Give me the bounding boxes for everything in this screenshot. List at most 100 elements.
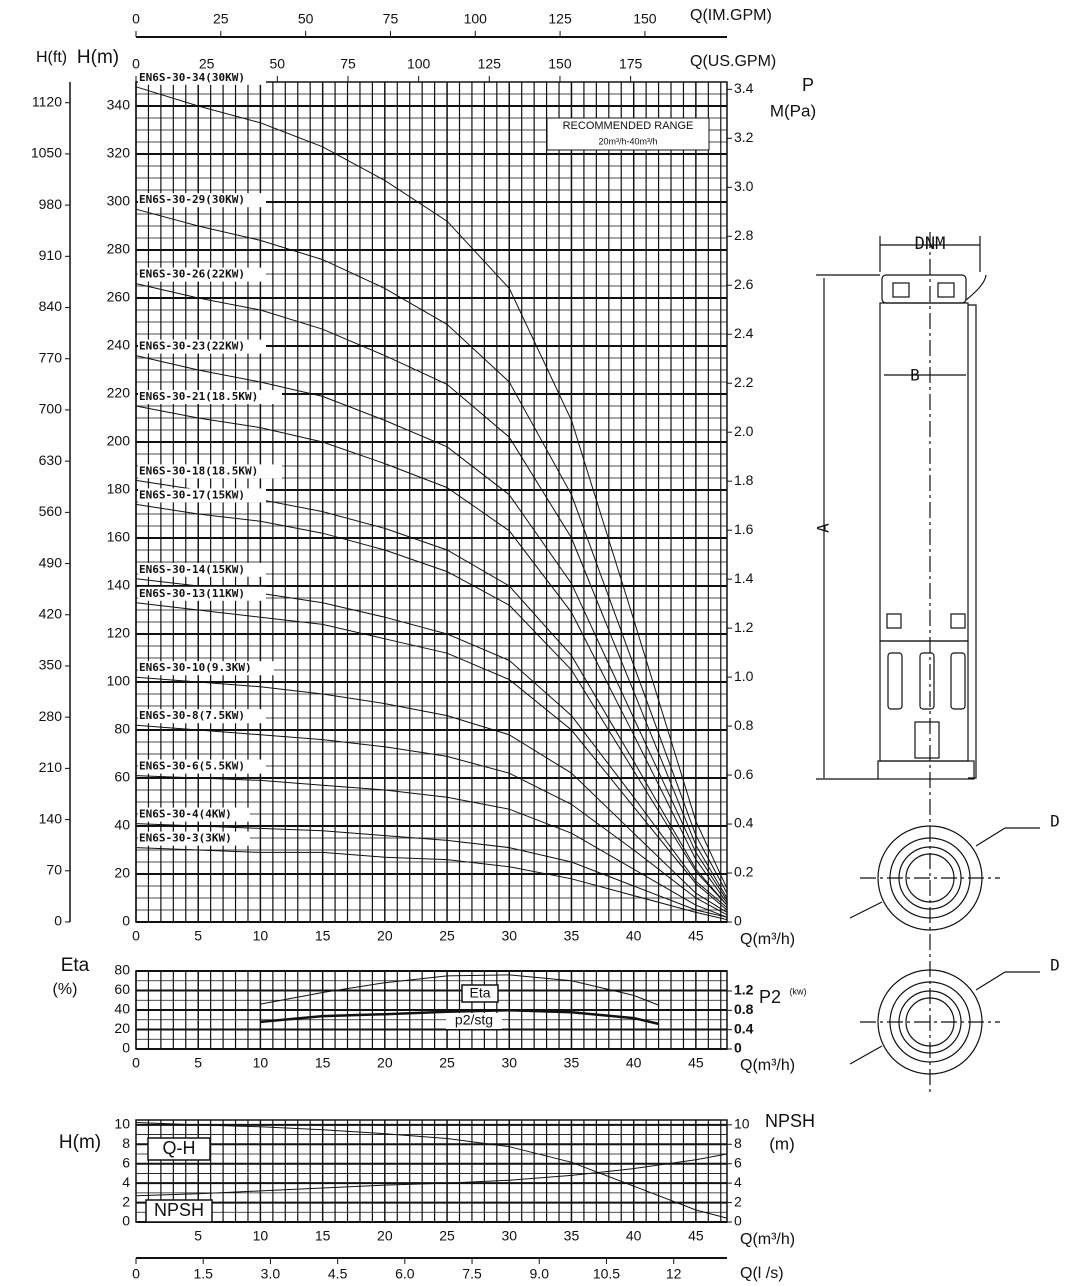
axis-tick-label: 910 xyxy=(39,247,63,263)
axis-tick-label: 70 xyxy=(46,861,62,877)
y-tick-label: 4 xyxy=(122,1174,130,1190)
series-label: EN6S-30-3(3KW) xyxy=(139,832,232,845)
x-tick-label: 35 xyxy=(564,1055,580,1071)
axis-tick-label: 75 xyxy=(340,56,356,72)
series-label: EN6S-30-14(15KW) xyxy=(139,563,245,576)
y2-axis-title: P2 xyxy=(759,987,781,1007)
dim-label: B xyxy=(910,366,920,385)
curve xyxy=(135,405,728,904)
y2-tick-label: 1.8 xyxy=(734,472,754,488)
curve xyxy=(135,1122,728,1219)
y-tick-label: 0 xyxy=(122,1040,130,1056)
pump-base xyxy=(877,760,975,780)
series-label: EN6S-30-18(18.5KW) xyxy=(139,464,258,477)
dim-label: A xyxy=(814,523,833,533)
axis-tick-label: 420 xyxy=(39,605,63,621)
y-axis-unit: (%) xyxy=(53,981,78,998)
y2-tick-label: 0.6 xyxy=(734,766,754,782)
axis-tick-label: 125 xyxy=(478,56,502,72)
y2-tick-label: 0.4 xyxy=(734,815,754,831)
axis-tick-label: 50 xyxy=(298,11,314,27)
series-label: EN6S-30-6(5.5KW) xyxy=(139,760,245,773)
y-tick-label: 240 xyxy=(107,337,131,353)
y2-tick-label: 3.2 xyxy=(734,129,754,145)
series-label-bg xyxy=(138,267,266,282)
x-tick-label: 15 xyxy=(315,928,331,944)
axis-tick-label: 6.0 xyxy=(395,1266,415,1282)
y-tick-label: 180 xyxy=(107,481,131,497)
x-tick-label: 25 xyxy=(439,928,455,944)
series-label: NPSH xyxy=(154,1200,204,1220)
series-label-box xyxy=(147,1137,211,1161)
curve xyxy=(135,775,728,918)
intake-slot xyxy=(919,652,935,710)
y-tick-label: 10 xyxy=(114,1116,130,1132)
y-tick-label: 2 xyxy=(122,1193,130,1209)
series-label: EN6S-30-29(30KW) xyxy=(139,193,245,206)
pump-outlet xyxy=(892,282,910,298)
x-axis-title: Q(m³/h) xyxy=(740,1231,795,1248)
y-tick-label: 300 xyxy=(107,193,131,209)
y2-axis-title: NPSH xyxy=(765,1111,815,1131)
y-tick-label: 80 xyxy=(114,962,130,978)
x-tick-label: 15 xyxy=(315,1055,331,1071)
y2-axis-unit: (m) xyxy=(769,1134,794,1153)
axis-tick-label: 100 xyxy=(407,56,431,72)
dim-label: DNM xyxy=(915,234,946,254)
x-tick-label: 45 xyxy=(688,928,704,944)
series-label-bg xyxy=(138,586,266,601)
axis-title: Q(IM.GPM) xyxy=(690,7,772,24)
x-tick-label: 25 xyxy=(439,1055,455,1071)
series-label: EN6S-30-34(30KW) xyxy=(139,71,245,84)
curve xyxy=(135,1153,728,1197)
axis-tick-label: 770 xyxy=(39,349,63,365)
y-tick-label: 40 xyxy=(114,817,130,833)
x-axis-title: Q(m³/h) xyxy=(740,1057,795,1074)
curve xyxy=(135,724,728,916)
axis-tick-label: 4.5 xyxy=(328,1266,348,1282)
curve xyxy=(260,974,659,1006)
axis-tick-label: 12 xyxy=(666,1266,682,1282)
series-label-bg xyxy=(138,661,274,676)
y-tick-label: 340 xyxy=(107,97,131,113)
x-tick-label: 10 xyxy=(253,1228,269,1244)
axis-tick-label: 840 xyxy=(39,298,63,314)
y2-tick-label: 2.0 xyxy=(734,423,754,439)
series-label: p2/stg xyxy=(455,1012,493,1028)
pump-body xyxy=(879,302,969,642)
y-tick-label: 280 xyxy=(107,241,131,257)
axis-tick-label: 490 xyxy=(39,554,63,570)
pump-lug xyxy=(886,613,902,629)
y2-tick-label: 1.2 xyxy=(734,619,754,635)
y-tick-label: 80 xyxy=(114,721,130,737)
series-label: EN6S-30-17(15KW) xyxy=(139,488,245,501)
leader xyxy=(849,901,883,919)
y-tick-label: 0 xyxy=(122,913,130,929)
y2-tick-label: 2.4 xyxy=(734,325,754,341)
series-label: Eta xyxy=(469,985,490,1001)
y-tick-label: 200 xyxy=(107,433,131,449)
y2-axis-title: P xyxy=(802,75,814,95)
x-tick-label: 35 xyxy=(564,1228,580,1244)
curve xyxy=(135,86,728,889)
dim-label: D xyxy=(1050,812,1060,831)
y2-tick-label: 0.2 xyxy=(734,864,754,880)
y-tick-label: 20 xyxy=(114,865,130,881)
y-tick-label: 6 xyxy=(122,1154,130,1170)
y-axis-title: H(m) xyxy=(59,1132,101,1153)
x-tick-label: 45 xyxy=(688,1055,704,1071)
intake-slot xyxy=(887,652,903,710)
y-tick-label: 0 xyxy=(122,1213,130,1229)
y2-tick-label: 1.6 xyxy=(734,521,754,537)
series-label: Q-H xyxy=(163,1138,196,1158)
y2-axis-unit: M(Pa) xyxy=(770,101,816,120)
curve xyxy=(260,1009,659,1026)
y2-tick-label: 0.8 xyxy=(734,717,754,733)
x-tick-label: 45 xyxy=(688,1228,704,1244)
x-tick-label: 5 xyxy=(194,1055,202,1071)
x-tick-label: 35 xyxy=(564,928,580,944)
pump-foot xyxy=(914,721,940,759)
axis-tick-label: 25 xyxy=(213,11,229,27)
axis-tick-label: 50 xyxy=(270,56,286,72)
